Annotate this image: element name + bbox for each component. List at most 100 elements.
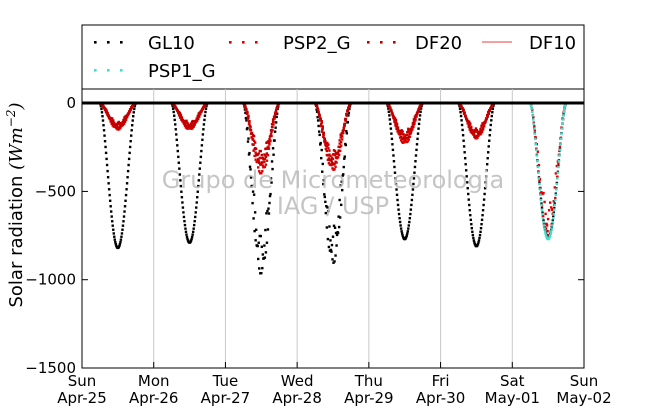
data-point-gl10 xyxy=(396,198,399,202)
data-point-df20 xyxy=(274,110,277,114)
data-point-df20 xyxy=(339,133,342,136)
data-point-gl10 xyxy=(186,237,189,241)
data-point-psp2-g xyxy=(257,166,260,169)
data-point-gl10 xyxy=(485,169,488,172)
data-point-gl10 xyxy=(411,188,415,191)
data-point-gl10 xyxy=(111,224,114,227)
data-point-gl10 xyxy=(330,243,334,247)
data-point-psp2-g xyxy=(339,136,342,139)
data-point-gl10 xyxy=(172,110,175,114)
data-point-df20 xyxy=(412,123,415,127)
data-point-gl10 xyxy=(468,209,471,212)
data-point-df20 xyxy=(407,135,411,138)
data-point-df20 xyxy=(480,124,483,127)
data-point-psp2-g xyxy=(562,111,565,115)
data-point-psp2-g xyxy=(260,172,263,175)
data-point-df20 xyxy=(122,121,126,124)
data-point-df20 xyxy=(416,109,420,113)
data-point-gl10 xyxy=(274,126,277,129)
data-point-psp1-g xyxy=(544,232,547,235)
data-point-gl10 xyxy=(275,112,279,115)
data-point-gl10 xyxy=(194,215,197,219)
data-point-df20 xyxy=(260,153,263,157)
data-point-gl10 xyxy=(347,114,350,117)
data-point-psp1-g xyxy=(536,160,539,163)
data-point-gl10 xyxy=(342,173,345,176)
data-point-df20 xyxy=(122,118,125,122)
data-point-df20 xyxy=(267,141,271,145)
data-point-gl10 xyxy=(248,151,251,155)
legend-marker-gl10 xyxy=(120,41,123,44)
data-point-gl10 xyxy=(550,225,553,229)
data-point-psp2-g xyxy=(394,120,398,123)
data-point-gl10 xyxy=(325,204,328,208)
data-point-gl10 xyxy=(332,261,335,264)
x-tick-label-date: Apr-29 xyxy=(344,389,394,407)
data-point-gl10 xyxy=(401,234,404,237)
data-point-gl10 xyxy=(460,123,464,127)
data-point-df20 xyxy=(201,107,205,110)
data-point-gl10 xyxy=(398,220,402,224)
data-point-df20 xyxy=(330,159,333,162)
data-point-df20 xyxy=(270,122,274,126)
data-point-gl10 xyxy=(257,241,260,244)
data-point-gl10 xyxy=(106,169,109,173)
data-point-psp1-g xyxy=(551,220,554,224)
data-point-gl10 xyxy=(409,212,412,216)
data-point-df20 xyxy=(186,121,189,125)
data-point-df20 xyxy=(338,145,342,149)
data-point-psp2-g xyxy=(323,141,327,144)
data-point-gl10 xyxy=(125,182,129,185)
data-point-gl10 xyxy=(174,128,177,131)
data-point-gl10 xyxy=(103,134,106,137)
data-point-df20 xyxy=(187,123,190,126)
data-point-df20 xyxy=(418,105,422,108)
data-point-psp2-g xyxy=(553,186,557,189)
y-axis: 0 −500 −1000 −1500 xyxy=(25,94,584,377)
data-point-gl10 xyxy=(486,157,489,160)
data-point-df20 xyxy=(399,135,403,139)
data-point-df20 xyxy=(415,114,418,117)
data-point-gl10 xyxy=(269,192,272,196)
data-point-gl10 xyxy=(463,157,467,160)
data-point-gl10 xyxy=(478,233,482,237)
data-point-psp1-g xyxy=(541,212,544,216)
data-point-df20 xyxy=(179,115,182,119)
data-point-gl10 xyxy=(488,139,491,142)
data-point-psp1-g xyxy=(558,154,561,157)
data-point-gl10 xyxy=(122,220,125,223)
data-point-gl10 xyxy=(416,132,420,135)
data-point-psp2-g xyxy=(267,145,270,148)
data-point-df20 xyxy=(317,110,320,114)
data-point-psp2-g xyxy=(253,154,256,158)
data-point-gl10 xyxy=(119,240,122,244)
y-tick-label: −500 xyxy=(35,182,76,200)
data-point-psp1-g xyxy=(537,177,541,180)
data-point-gl10 xyxy=(120,232,124,235)
data-point-gl10 xyxy=(481,213,484,217)
data-point-psp2-g xyxy=(273,117,276,120)
legend-marker-gl10 xyxy=(94,41,97,44)
data-point-gl10 xyxy=(341,188,344,192)
data-point-psp2-g xyxy=(252,149,255,152)
data-point-df20 xyxy=(195,119,198,122)
data-point-df20 xyxy=(275,105,279,109)
data-point-gl10 xyxy=(482,198,486,201)
data-point-gl10 xyxy=(124,199,127,202)
data-point-gl10 xyxy=(260,245,263,248)
data-point-gl10 xyxy=(334,231,338,235)
data-point-df20 xyxy=(253,148,256,151)
data-point-df20 xyxy=(345,113,349,116)
data-point-gl10 xyxy=(393,165,396,169)
data-point-gl10 xyxy=(333,226,337,229)
data-point-gl10 xyxy=(418,114,422,117)
data-point-psp2-g xyxy=(328,153,331,156)
data-point-gl10 xyxy=(337,215,340,218)
data-point-gl10 xyxy=(460,119,463,122)
data-point-psp2-g xyxy=(547,209,551,212)
data-point-gl10 xyxy=(483,187,487,190)
data-point-df20 xyxy=(475,128,479,132)
data-point-df20 xyxy=(324,144,328,147)
data-point-df20 xyxy=(489,106,492,110)
data-point-df20 xyxy=(110,121,113,124)
